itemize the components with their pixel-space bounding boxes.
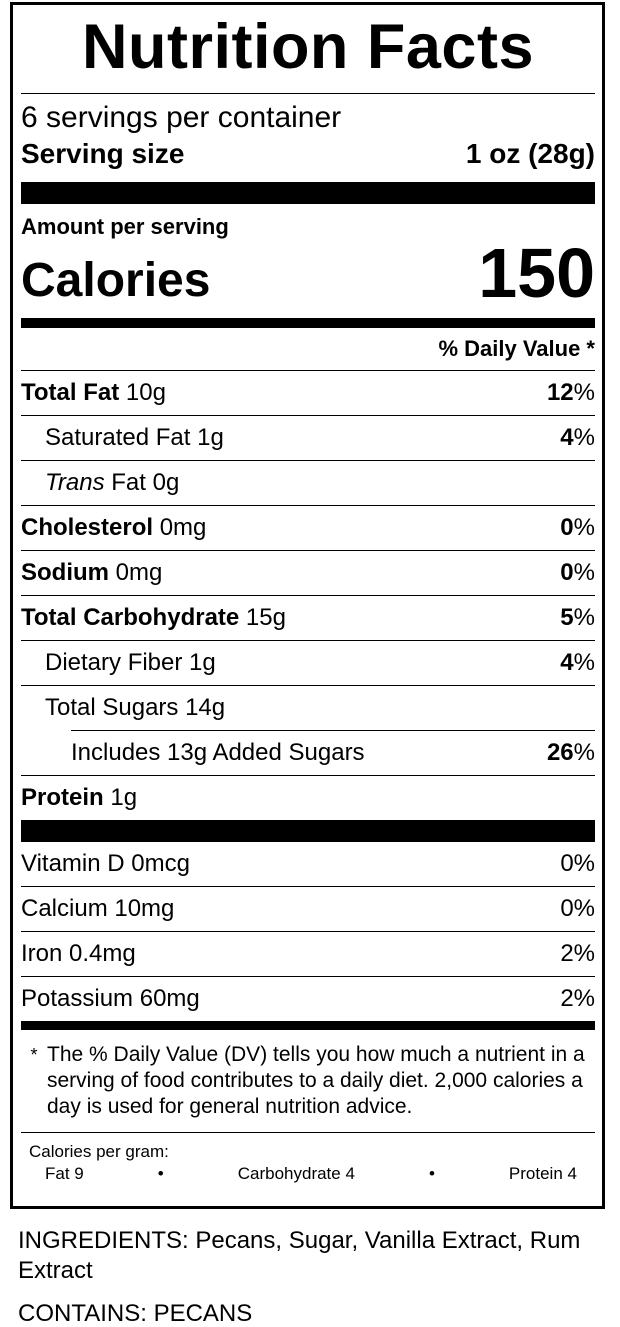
nutrient-name: Total Sugars [45,694,179,721]
serving-size-value: 1 oz (28g) [465,138,595,169]
medium-bar [21,318,595,328]
calories-value: 150 [478,234,595,312]
nutrient-row: Total Carbohydrate 15g 5% [21,595,595,640]
vitamin-name: Vitamin D [21,850,125,877]
footnote-mark: * [30,1045,38,1065]
bullet: • [157,1164,164,1183]
vitamin-row: Calcium 10mg 0% [21,886,595,931]
dv-unit: % [573,604,595,631]
nutrient-amount: 14g [185,694,226,721]
dv-unit: % [573,649,595,676]
nutrient-row: Total Fat 10g 12% [21,370,595,415]
vitamin-dv: 0% [560,850,595,877]
cpg-fat: Fat 9 [45,1164,84,1183]
calories-per-gram: Calories per gram: Fat 9 • Carbohydrate … [21,1133,595,1185]
nutrition-label: Nutrition Facts 6 servings per container… [10,2,605,1209]
vitamin-amount: 0.4mg [69,940,136,967]
nutrient-row: Sodium 0mg 0% [21,550,595,595]
cpg-label: Calories per gram: [29,1142,169,1161]
nutrient-name: Dietary Fiber [45,649,183,676]
bullet: • [428,1164,435,1183]
nutrient-name: Includes 13g Added Sugars [71,739,365,766]
nutrient-amount: 1g [197,424,224,451]
dv-unit: % [573,559,595,586]
vitamin-dv: 0% [560,895,595,922]
vitamin-name: Potassium [21,985,134,1012]
vitamin-name: Iron [21,940,63,967]
cpg-carbohydrate: Carbohydrate 4 [237,1164,355,1183]
divider [21,1132,595,1133]
nutrient-row: Saturated Fat 1g 4% [21,415,595,460]
vitamin-dv: 2% [560,985,595,1012]
serving-size: Serving size 1 oz (28g) [21,136,595,172]
cpg-protein: Protein 4 [508,1164,577,1183]
dv-number: 4 [560,424,574,451]
calories-label: Calories [21,254,211,307]
servings-per-container: 6 servings per container [21,101,342,134]
contains: CONTAINS: PECANS [18,1300,253,1327]
vitamin-amount: 60mg [139,985,200,1012]
nutrient-amount: 0mg [159,514,207,541]
title: Nutrition Facts [81,12,534,82]
vitamin-dv: 2% [560,940,595,967]
vitamin-amount: 10mg [114,895,175,922]
dv-number: 12 [546,379,574,406]
nutrient-name: Protein [21,784,104,811]
dv-unit: % [573,514,595,541]
nutrient-row: Cholesterol 0mg 0% [21,505,595,550]
nutrient-amount: 0g [152,469,180,496]
medium-bar [21,1021,595,1030]
nutrient-name: Saturated Fat [45,424,191,451]
serving-size-label: Serving size [21,138,185,169]
footnote-text: The % Daily Value (DV) tells you how muc… [47,1043,585,1118]
nutrient-name: Total Fat [21,379,120,406]
thick-bar [21,182,595,204]
nutrient-row: Dietary Fiber 1g 4% [21,640,595,685]
nutrient-amount: 15g [245,604,286,631]
nutrient-row: Total Sugars 14g [21,685,595,730]
divider [21,93,595,94]
nutrient-name: Total Carbohydrate [21,604,240,631]
amount-per-serving: Amount per serving [21,214,229,239]
footnote: * The % Daily Value (DV) tells you how m… [21,1030,595,1132]
ingredients: INGREDIENTS: Pecans, Sugar, Vanilla Extr… [18,1227,581,1284]
dv-number: 0 [560,559,574,586]
dv-unit: % [573,379,595,406]
dv-unit: % [573,424,595,451]
nutrient-row: Includes 13g Added Sugars 26% [71,730,595,775]
dv-number: 26 [546,739,574,766]
nutrient-name-italic: Trans [45,469,105,496]
dv-number: 5 [560,604,574,631]
nutrient-name: Cholesterol [21,514,154,541]
vitamin-amount: 0mcg [131,850,190,877]
dv-number: 0 [560,514,574,541]
calories: Calories 150 [21,234,595,312]
daily-value-header: % Daily Value * [438,336,595,361]
dv-number: 4 [560,649,574,676]
nutrient-amount: 10g [125,379,166,406]
thick-bar [21,820,595,842]
nutrient-row: Trans Fat 0g [21,460,595,505]
nutrient-name: Fat [111,469,146,496]
vitamin-name: Calcium [21,895,108,922]
vitamin-row: Potassium 60mg 2% [21,976,595,1021]
nutrient-amount: 0mg [115,559,163,586]
vitamin-row: Vitamin D 0mcg 0% [21,842,595,886]
nutrient-row: Protein 1g [21,775,595,820]
vitamin-row: Iron 0.4mg 2% [21,931,595,976]
dv-unit: % [573,739,595,766]
nutrient-amount: 1g [110,784,138,811]
nutrient-name: Sodium [21,559,109,586]
nutrient-amount: 1g [189,649,216,676]
